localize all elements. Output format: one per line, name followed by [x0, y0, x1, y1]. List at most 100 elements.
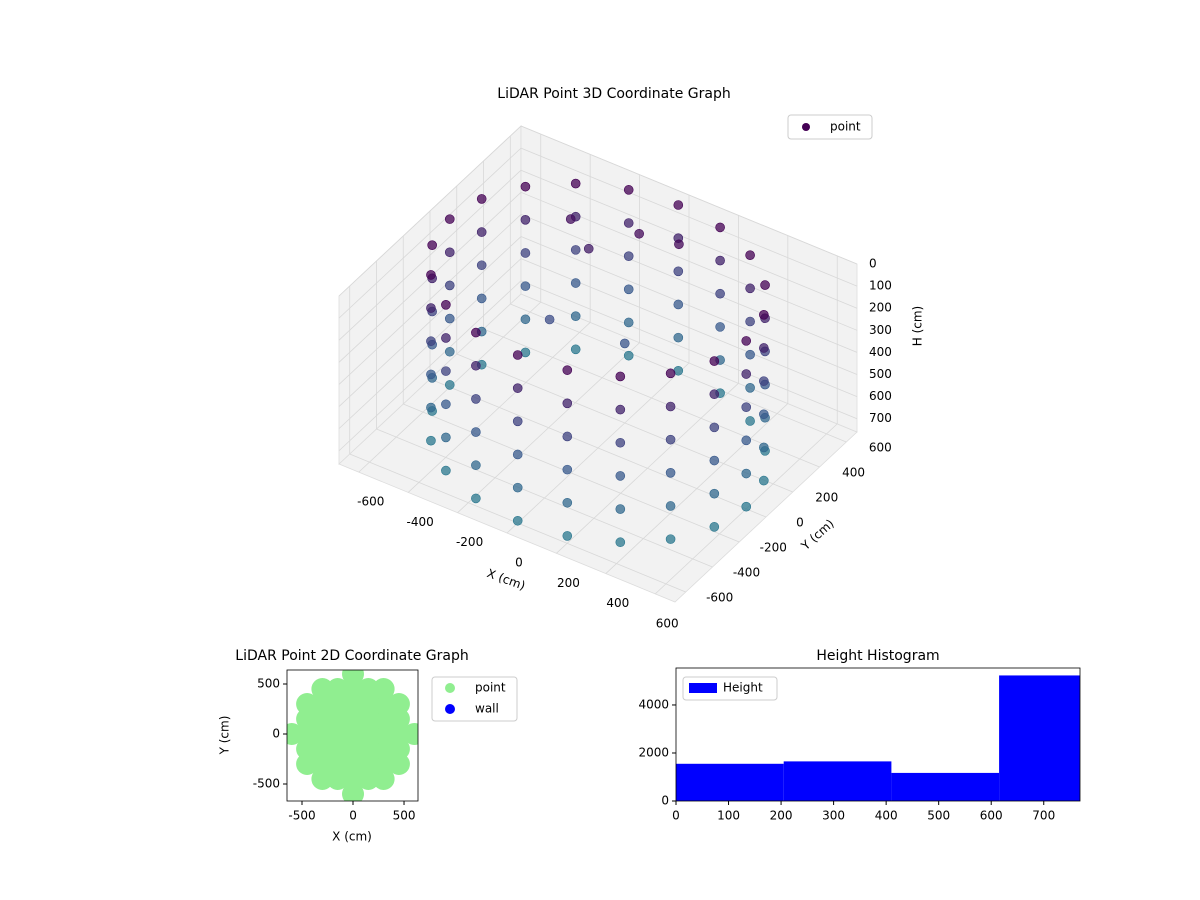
bar	[891, 772, 1000, 801]
point	[665, 501, 676, 511]
chart-title: LiDAR Point 2D Coordinate Graph	[235, 648, 468, 664]
z-tick-label: 600	[869, 389, 892, 403]
y-tick-label: 400	[842, 466, 865, 480]
y-tick-label: 0	[661, 794, 669, 808]
point	[512, 515, 523, 526]
point	[387, 693, 410, 715]
point	[623, 218, 634, 228]
point	[512, 383, 523, 393]
point	[296, 693, 319, 715]
point	[570, 344, 581, 355]
point	[441, 300, 451, 310]
legend-label: point	[830, 120, 861, 134]
point	[715, 322, 725, 332]
point	[520, 248, 531, 258]
point	[709, 389, 720, 400]
point	[623, 251, 634, 261]
point	[715, 222, 725, 233]
point	[623, 350, 634, 361]
chart-title: Height Histogram	[816, 648, 939, 664]
point	[759, 409, 769, 420]
x-tick-label: 400	[606, 596, 629, 610]
point	[426, 303, 436, 313]
x-tick-label: -600	[357, 495, 384, 509]
point	[741, 435, 752, 446]
point	[623, 317, 634, 328]
x-tick-label: 500	[393, 809, 416, 823]
point	[570, 278, 581, 288]
point	[520, 281, 531, 291]
point	[403, 723, 418, 745]
point	[673, 200, 684, 210]
point	[520, 181, 531, 192]
point	[471, 460, 481, 471]
point	[426, 402, 436, 413]
point	[745, 283, 755, 294]
y-tick-label: -500	[253, 777, 280, 791]
chart-title: LiDAR Point 3D Coordinate Graph	[497, 86, 730, 102]
point	[326, 678, 349, 700]
point	[673, 332, 684, 343]
point	[665, 368, 676, 379]
point	[759, 376, 769, 386]
point	[759, 343, 769, 353]
y-tick-label: 500	[257, 677, 280, 691]
point	[745, 316, 755, 327]
point	[441, 333, 451, 343]
grid-line	[338, 169, 522, 341]
z-axis-label: H (cm)	[911, 306, 925, 347]
point	[583, 243, 594, 254]
point	[512, 482, 523, 493]
y-tick-label: 600	[869, 441, 892, 455]
x-tick-label: -400	[407, 515, 434, 529]
grid-line	[338, 236, 522, 407]
point	[741, 501, 752, 512]
z-tick-label: 0	[869, 257, 877, 271]
point	[520, 215, 531, 225]
point	[673, 266, 684, 277]
legend-swatch	[689, 683, 717, 693]
point	[759, 475, 769, 486]
grid-line	[403, 403, 740, 543]
axes-frame	[675, 667, 1081, 802]
y-tick-label: 0	[272, 727, 280, 741]
point	[570, 311, 581, 321]
bar	[783, 761, 892, 801]
point	[615, 471, 626, 481]
x-tick-label: 500	[927, 809, 950, 823]
point	[476, 260, 487, 271]
grid-line	[338, 147, 522, 319]
point	[741, 336, 752, 346]
point	[471, 394, 481, 404]
y-tick-label: 4000	[638, 697, 669, 711]
point	[476, 194, 487, 204]
point	[665, 534, 676, 544]
point	[444, 380, 455, 390]
point	[565, 214, 576, 224]
point	[311, 678, 334, 700]
x-tick-label: 0	[515, 556, 523, 570]
point	[709, 488, 720, 499]
z-tick-label: 100	[869, 279, 892, 293]
point	[745, 416, 755, 426]
x-tick-label: 400	[875, 809, 898, 823]
point	[741, 402, 752, 412]
point	[674, 239, 684, 250]
point	[741, 369, 752, 379]
point	[471, 360, 481, 371]
point	[441, 399, 451, 410]
point	[544, 314, 555, 325]
point	[342, 670, 365, 685]
point	[441, 432, 451, 443]
point	[619, 338, 630, 349]
point	[512, 350, 523, 360]
grid-line	[520, 169, 858, 309]
z-tick-label: 200	[869, 301, 892, 315]
point	[615, 504, 626, 514]
point	[665, 468, 676, 478]
z-tick-label: 500	[869, 367, 892, 381]
point	[444, 214, 455, 224]
point	[715, 288, 725, 299]
point	[623, 185, 634, 195]
